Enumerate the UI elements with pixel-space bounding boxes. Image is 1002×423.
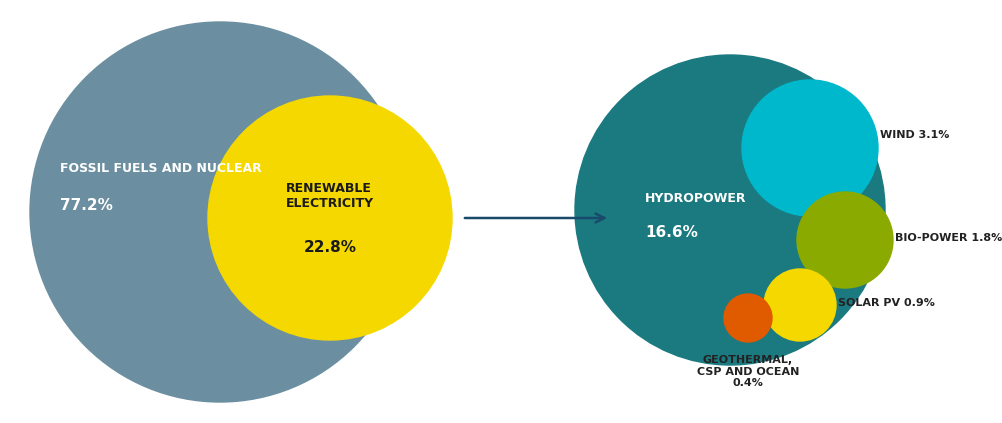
- Circle shape: [742, 80, 878, 216]
- Text: SOLAR PV 0.9%: SOLAR PV 0.9%: [838, 298, 935, 308]
- Circle shape: [30, 22, 410, 402]
- Circle shape: [764, 269, 836, 341]
- Text: WIND 3.1%: WIND 3.1%: [880, 130, 949, 140]
- Text: 22.8%: 22.8%: [304, 240, 357, 255]
- Circle shape: [724, 294, 772, 342]
- Text: 77.2%: 77.2%: [60, 198, 113, 213]
- Text: BIO-POWER 1.8%: BIO-POWER 1.8%: [895, 233, 1002, 243]
- Text: FOSSIL FUELS AND NUCLEAR: FOSSIL FUELS AND NUCLEAR: [60, 162, 262, 175]
- Text: HYDROPOWER: HYDROPOWER: [645, 192, 746, 205]
- Circle shape: [208, 96, 452, 340]
- Circle shape: [575, 55, 885, 365]
- Text: RENEWABLE
ELECTRICITY: RENEWABLE ELECTRICITY: [286, 182, 374, 210]
- Circle shape: [797, 192, 893, 288]
- Text: GEOTHERMAL,
CSP AND OCEAN
0.4%: GEOTHERMAL, CSP AND OCEAN 0.4%: [696, 355, 800, 388]
- Text: 16.6%: 16.6%: [645, 225, 697, 240]
